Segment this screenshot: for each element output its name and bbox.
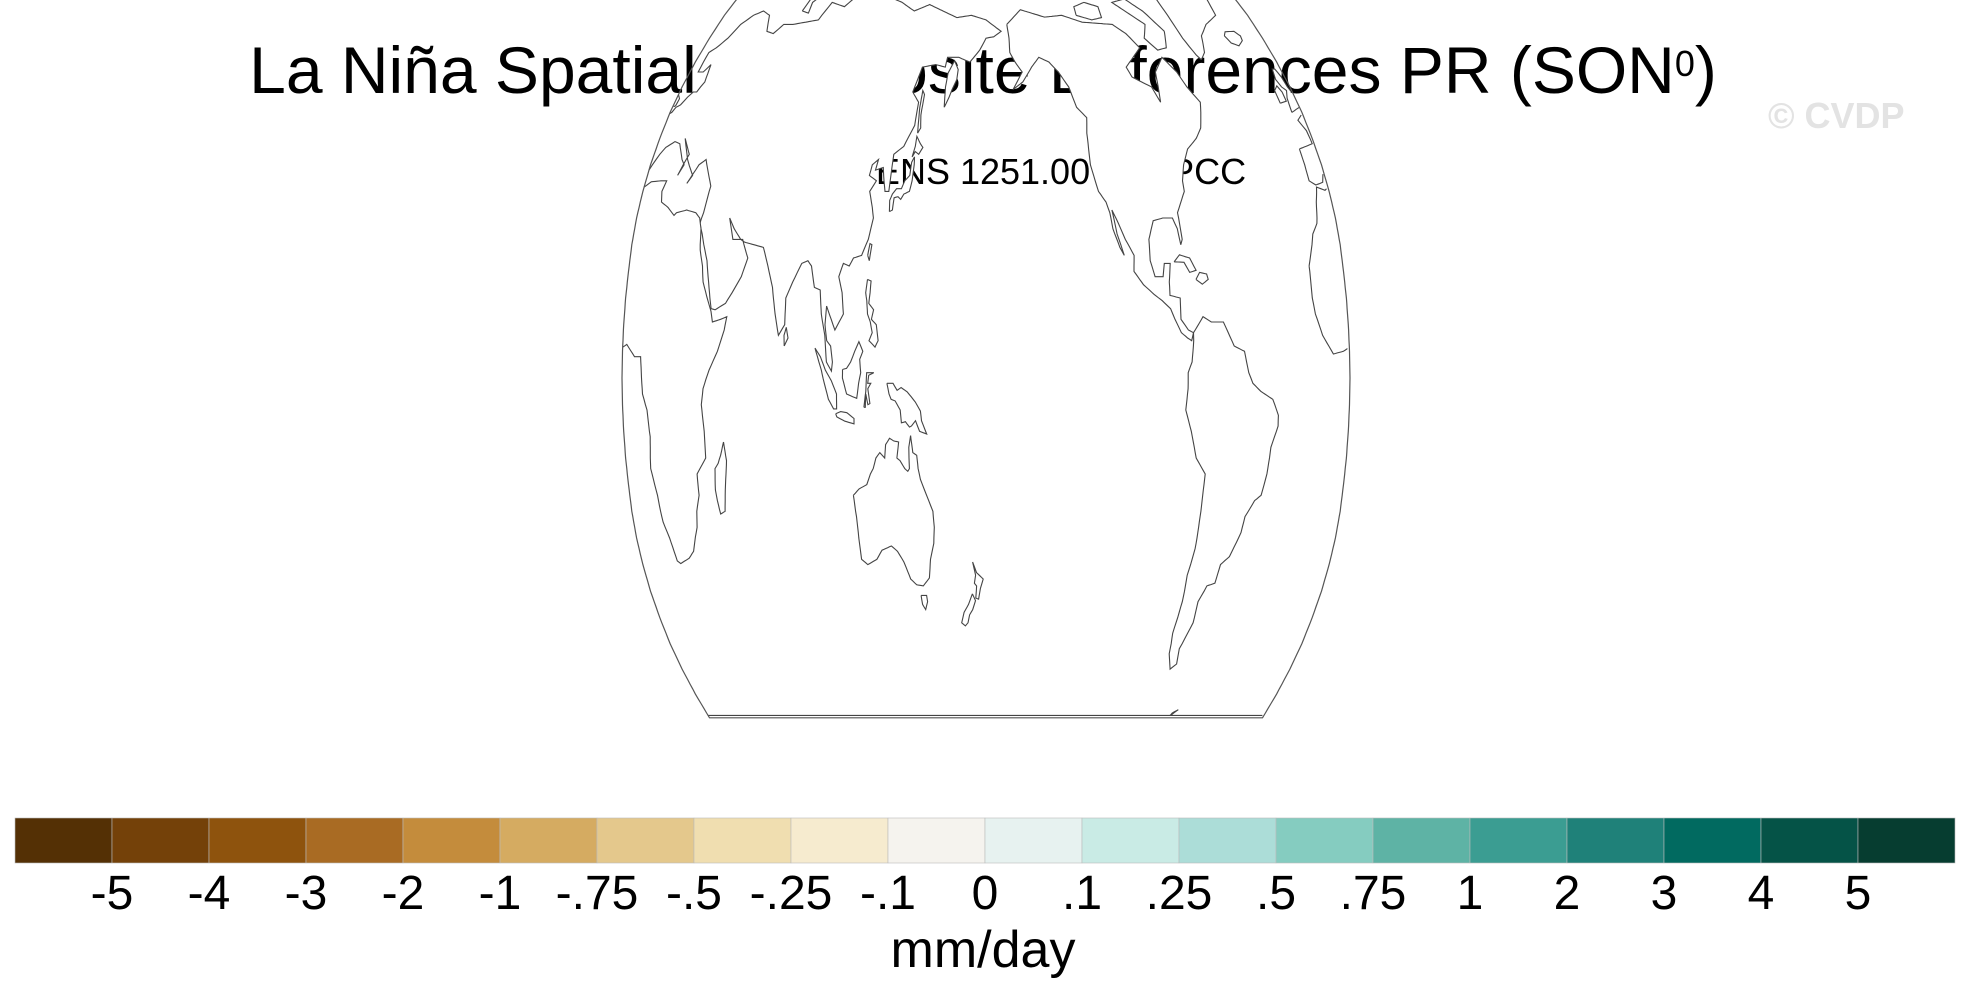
coastline-borneo — [841, 340, 864, 400]
coastline-south-america — [1168, 315, 1279, 671]
coastline-ireland — [1273, 84, 1288, 104]
colorbar-box-7 — [693, 817, 792, 864]
colorbar-labels: -5 -4 -3 -2 -1 -.75 -.5 -.25 -.1 0 .1 .25 .5 .75 1 2 3 4 5 — [91, 867, 1872, 910]
title-close: ) — [1694, 33, 1717, 107]
coastline-new-guinea — [886, 382, 928, 435]
colorbar-box-14 — [1372, 817, 1471, 864]
colorbar-box-15 — [1469, 817, 1568, 864]
colorbar-box-12 — [1178, 817, 1277, 864]
colorbar-box-0 — [14, 817, 113, 864]
colorbar-tick-label: .5 — [1256, 867, 1296, 910]
coastline-philippines — [865, 278, 879, 349]
colorbar-box-19 — [1857, 817, 1956, 864]
coastline-great-britain — [673, 68, 1300, 113]
colorbar-tick-label: -3 — [285, 867, 328, 910]
colorbar-box-6 — [596, 817, 695, 864]
coastline-cuba — [1173, 254, 1197, 274]
colorbar-tick-label: 0 — [972, 867, 999, 910]
coastline-iceland — [1223, 30, 1243, 47]
coastline-java — [835, 411, 855, 425]
coastline-africa — [622, 180, 1348, 565]
coastline-novaya-zemlya — [801, 0, 817, 14]
colorbar-tick-label: .25 — [1146, 867, 1213, 910]
coastline-eurasia — [648, 0, 1324, 373]
colorbar-tick-label: .1 — [1062, 867, 1102, 910]
colorbar-box-4 — [402, 817, 501, 864]
colorbar-box-16 — [1566, 817, 1665, 864]
colorbar-tick-label: -.25 — [750, 867, 833, 910]
coastline-hokkaido — [911, 134, 924, 158]
coastline-new-zealand-north — [972, 561, 984, 600]
colorbar-box-17 — [1663, 817, 1762, 864]
coastline-sulawesi — [863, 372, 875, 408]
coastline-north-america — [1006, 9, 1202, 342]
cvdp-watermark: © CVDP — [1768, 95, 1905, 136]
colorbar-box-18 — [1760, 817, 1859, 864]
colorbar-box-3 — [305, 817, 404, 864]
coastline-taiwan — [867, 242, 873, 261]
colorbar-box-8 — [790, 817, 889, 864]
map-boundary — [621, 0, 1351, 719]
colorbar-box-5 — [499, 817, 598, 864]
colorbar-tick-label: 4 — [1748, 867, 1775, 910]
colorbar-tick-label: 5 — [1845, 867, 1872, 910]
world-map — [621, 0, 1351, 719]
coastline-antarctica — [708, 709, 1263, 716]
colorbar-box-11 — [1081, 817, 1180, 864]
colorbar-box-9 — [887, 817, 986, 864]
colorbar-tick-label: -4 — [188, 867, 231, 910]
coastlines — [622, 0, 1348, 716]
coastline-australia — [852, 435, 935, 587]
coastline-greenland — [1156, 0, 1217, 61]
colorbar-box-1 — [111, 817, 210, 864]
coastline-sumatra — [814, 347, 838, 410]
colorbar-box-2 — [208, 817, 307, 864]
colorbar-tick-label: -.75 — [556, 867, 639, 910]
coastline-arabia-sri-lanka — [783, 327, 789, 347]
coastline-victoria-island — [1073, 1, 1103, 21]
colorbar-tick-label: 3 — [1651, 867, 1678, 910]
coastline-new-zealand-south — [961, 593, 977, 627]
colorbar-boxes — [14, 817, 1956, 864]
colorbar-tick-label: -1 — [479, 867, 522, 910]
colorbar-tick-label: -5 — [91, 867, 134, 910]
coastline-kamchatka — [943, 59, 959, 108]
colorbar-tick-label: -2 — [382, 867, 425, 910]
colorbar-box-10 — [984, 817, 1083, 864]
colorbar-box-13 — [1275, 817, 1374, 864]
coastline-baffin-island — [1110, 0, 1167, 51]
coastline-madagascar — [714, 441, 728, 515]
coastline-hispaniola — [1195, 271, 1209, 285]
colorbar-tick-label: 1 — [1457, 867, 1484, 910]
colorbar-tick-label: .75 — [1340, 867, 1407, 910]
colorbar-tick-label: -.5 — [666, 867, 722, 910]
colorbar: -5 -4 -3 -2 -1 -.75 -.5 -.25 -.1 0 .1 .25 .5 .75 1 2 3 4 5 — [14, 817, 1956, 910]
coastline-sakhalin — [917, 88, 926, 134]
colorbar-tick-label: -.1 — [860, 867, 916, 910]
colorbar-tick-label: 2 — [1554, 867, 1581, 910]
title-superscript: 0 — [1674, 43, 1695, 84]
coastline-tasmania — [920, 594, 929, 612]
colorbar-units: mm/day — [890, 921, 1076, 979]
coastline-japan — [888, 156, 916, 213]
